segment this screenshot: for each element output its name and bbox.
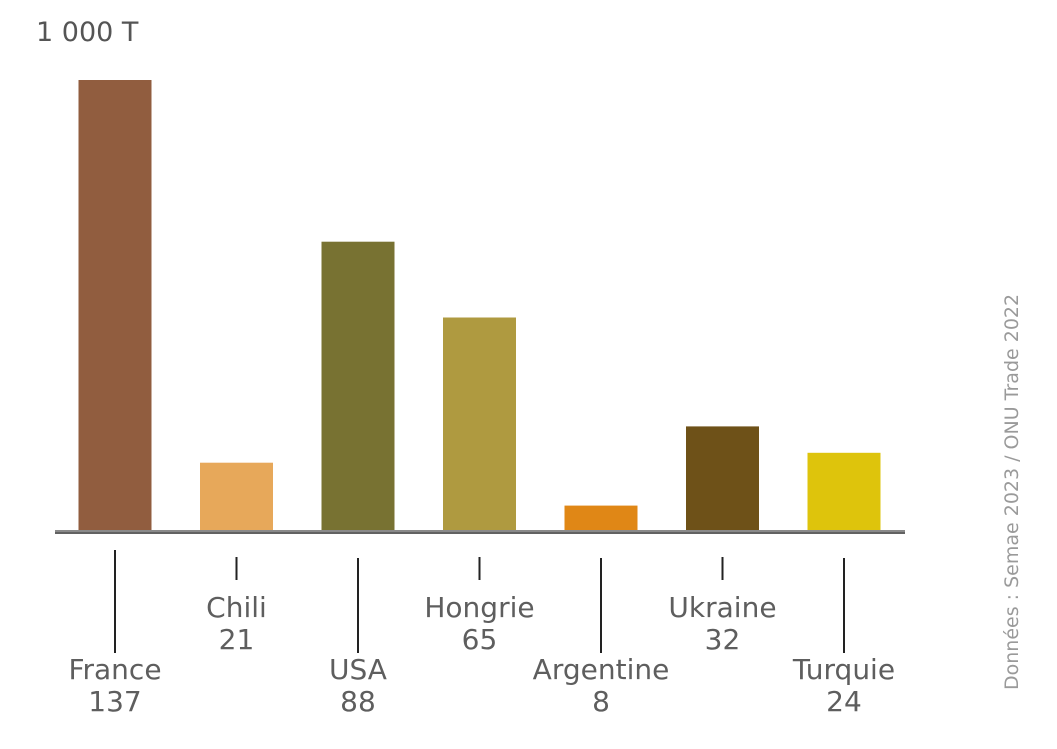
bar-ukraine: [686, 426, 759, 532]
value-label: 32: [705, 623, 741, 656]
value-label: 24: [826, 685, 862, 718]
bar-france: [78, 80, 152, 532]
category-label: Chili: [206, 591, 267, 624]
bars-group: [78, 80, 881, 532]
value-label: 21: [219, 623, 255, 656]
category-label: Argentine: [533, 653, 670, 686]
bar-chili: [200, 462, 273, 532]
category-label: Hongrie: [424, 591, 534, 624]
category-label: USA: [329, 653, 387, 686]
category-label: France: [68, 653, 161, 686]
bar-turquie: [807, 452, 881, 532]
unit-label: 1 000 T: [36, 17, 139, 48]
value-label: 88: [340, 685, 376, 718]
value-label: 137: [88, 685, 141, 718]
category-label: Ukraine: [668, 591, 776, 624]
value-label: 65: [462, 623, 498, 656]
category-label: Turquie: [792, 653, 895, 686]
bar-argentine: [564, 505, 638, 532]
bar-usa: [321, 241, 395, 532]
bar-hongrie: [443, 317, 516, 532]
value-label: 8: [592, 685, 610, 718]
source-note: Données : Semae 2023 / ONU Trade 2022: [1001, 294, 1023, 690]
